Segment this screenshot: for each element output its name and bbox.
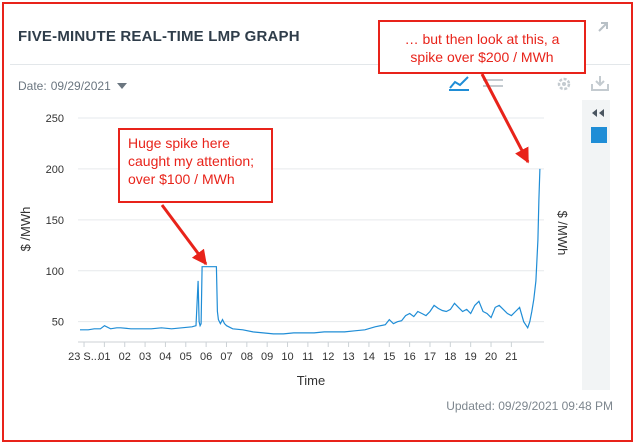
updated-timestamp: Updated: 09/29/2021 09:48 PM <box>446 399 613 413</box>
x-tick-label: 20 <box>485 351 497 363</box>
x-tick-label: 10 <box>281 351 293 363</box>
x-tick-label: 03 <box>139 351 151 363</box>
x-tick-label: 16 <box>403 351 415 363</box>
annotation-callout-first-spike: Huge spike here caught my attention; ove… <box>118 128 273 203</box>
header-divider <box>10 64 630 65</box>
x-tick-label: 23 S... <box>68 351 100 363</box>
x-tick-label: 21 <box>505 351 517 363</box>
x-tick-label: 14 <box>363 351 375 363</box>
annotation-callout-second-spike: … but then look at this, a spike over $2… <box>378 20 586 74</box>
x-tick-label: 11 <box>302 351 313 363</box>
x-tick-label: 06 <box>200 351 212 363</box>
y-tick-label: 50 <box>52 317 64 329</box>
x-axis-label: Time <box>297 373 325 388</box>
chevron-down-icon[interactable] <box>116 83 127 89</box>
x-tick-label: 05 <box>180 351 192 363</box>
x-tick-label: 08 <box>241 351 253 363</box>
series-line-lmp <box>80 168 541 335</box>
page-title: FIVE-MINUTE REAL-TIME LMP GRAPH <box>18 28 300 45</box>
y-tick-label: 100 <box>46 266 64 278</box>
legend-swatch-lmp[interactable] <box>591 127 607 143</box>
expand-icon[interactable] <box>596 20 610 34</box>
gear-icon[interactable] <box>556 76 572 92</box>
x-tick-label: 01 <box>98 351 110 363</box>
legend-sidebar <box>582 100 610 390</box>
x-tick-label: 09 <box>261 351 273 363</box>
outer-frame <box>2 2 633 442</box>
x-tick-label: 17 <box>424 351 436 363</box>
line-chart-icon[interactable] <box>448 74 470 92</box>
x-tick-label: 13 <box>342 351 354 363</box>
x-tick-label: 18 <box>444 351 456 363</box>
date-label: Date: <box>18 79 47 93</box>
x-tick-label: 15 <box>383 351 395 363</box>
download-icon[interactable] <box>590 74 610 92</box>
y-axis-label: $ /MWh <box>18 207 33 252</box>
x-tick-label: 04 <box>159 351 171 363</box>
y-tick-label: 250 <box>46 113 64 125</box>
x-tick-label: 02 <box>119 351 131 363</box>
y-tick-label: 150 <box>46 215 64 227</box>
date-selector[interactable]: Date: 09/29/2021 <box>18 79 127 93</box>
x-tick-label: 12 <box>322 351 334 363</box>
y-tick-label: 200 <box>46 164 64 176</box>
collapse-legend-icon[interactable] <box>590 108 606 118</box>
y-axis-label-right: $ /MWh <box>555 211 570 256</box>
date-value: 09/29/2021 <box>50 79 111 93</box>
x-tick-label: 19 <box>465 351 477 363</box>
x-tick-label: 07 <box>220 351 232 363</box>
